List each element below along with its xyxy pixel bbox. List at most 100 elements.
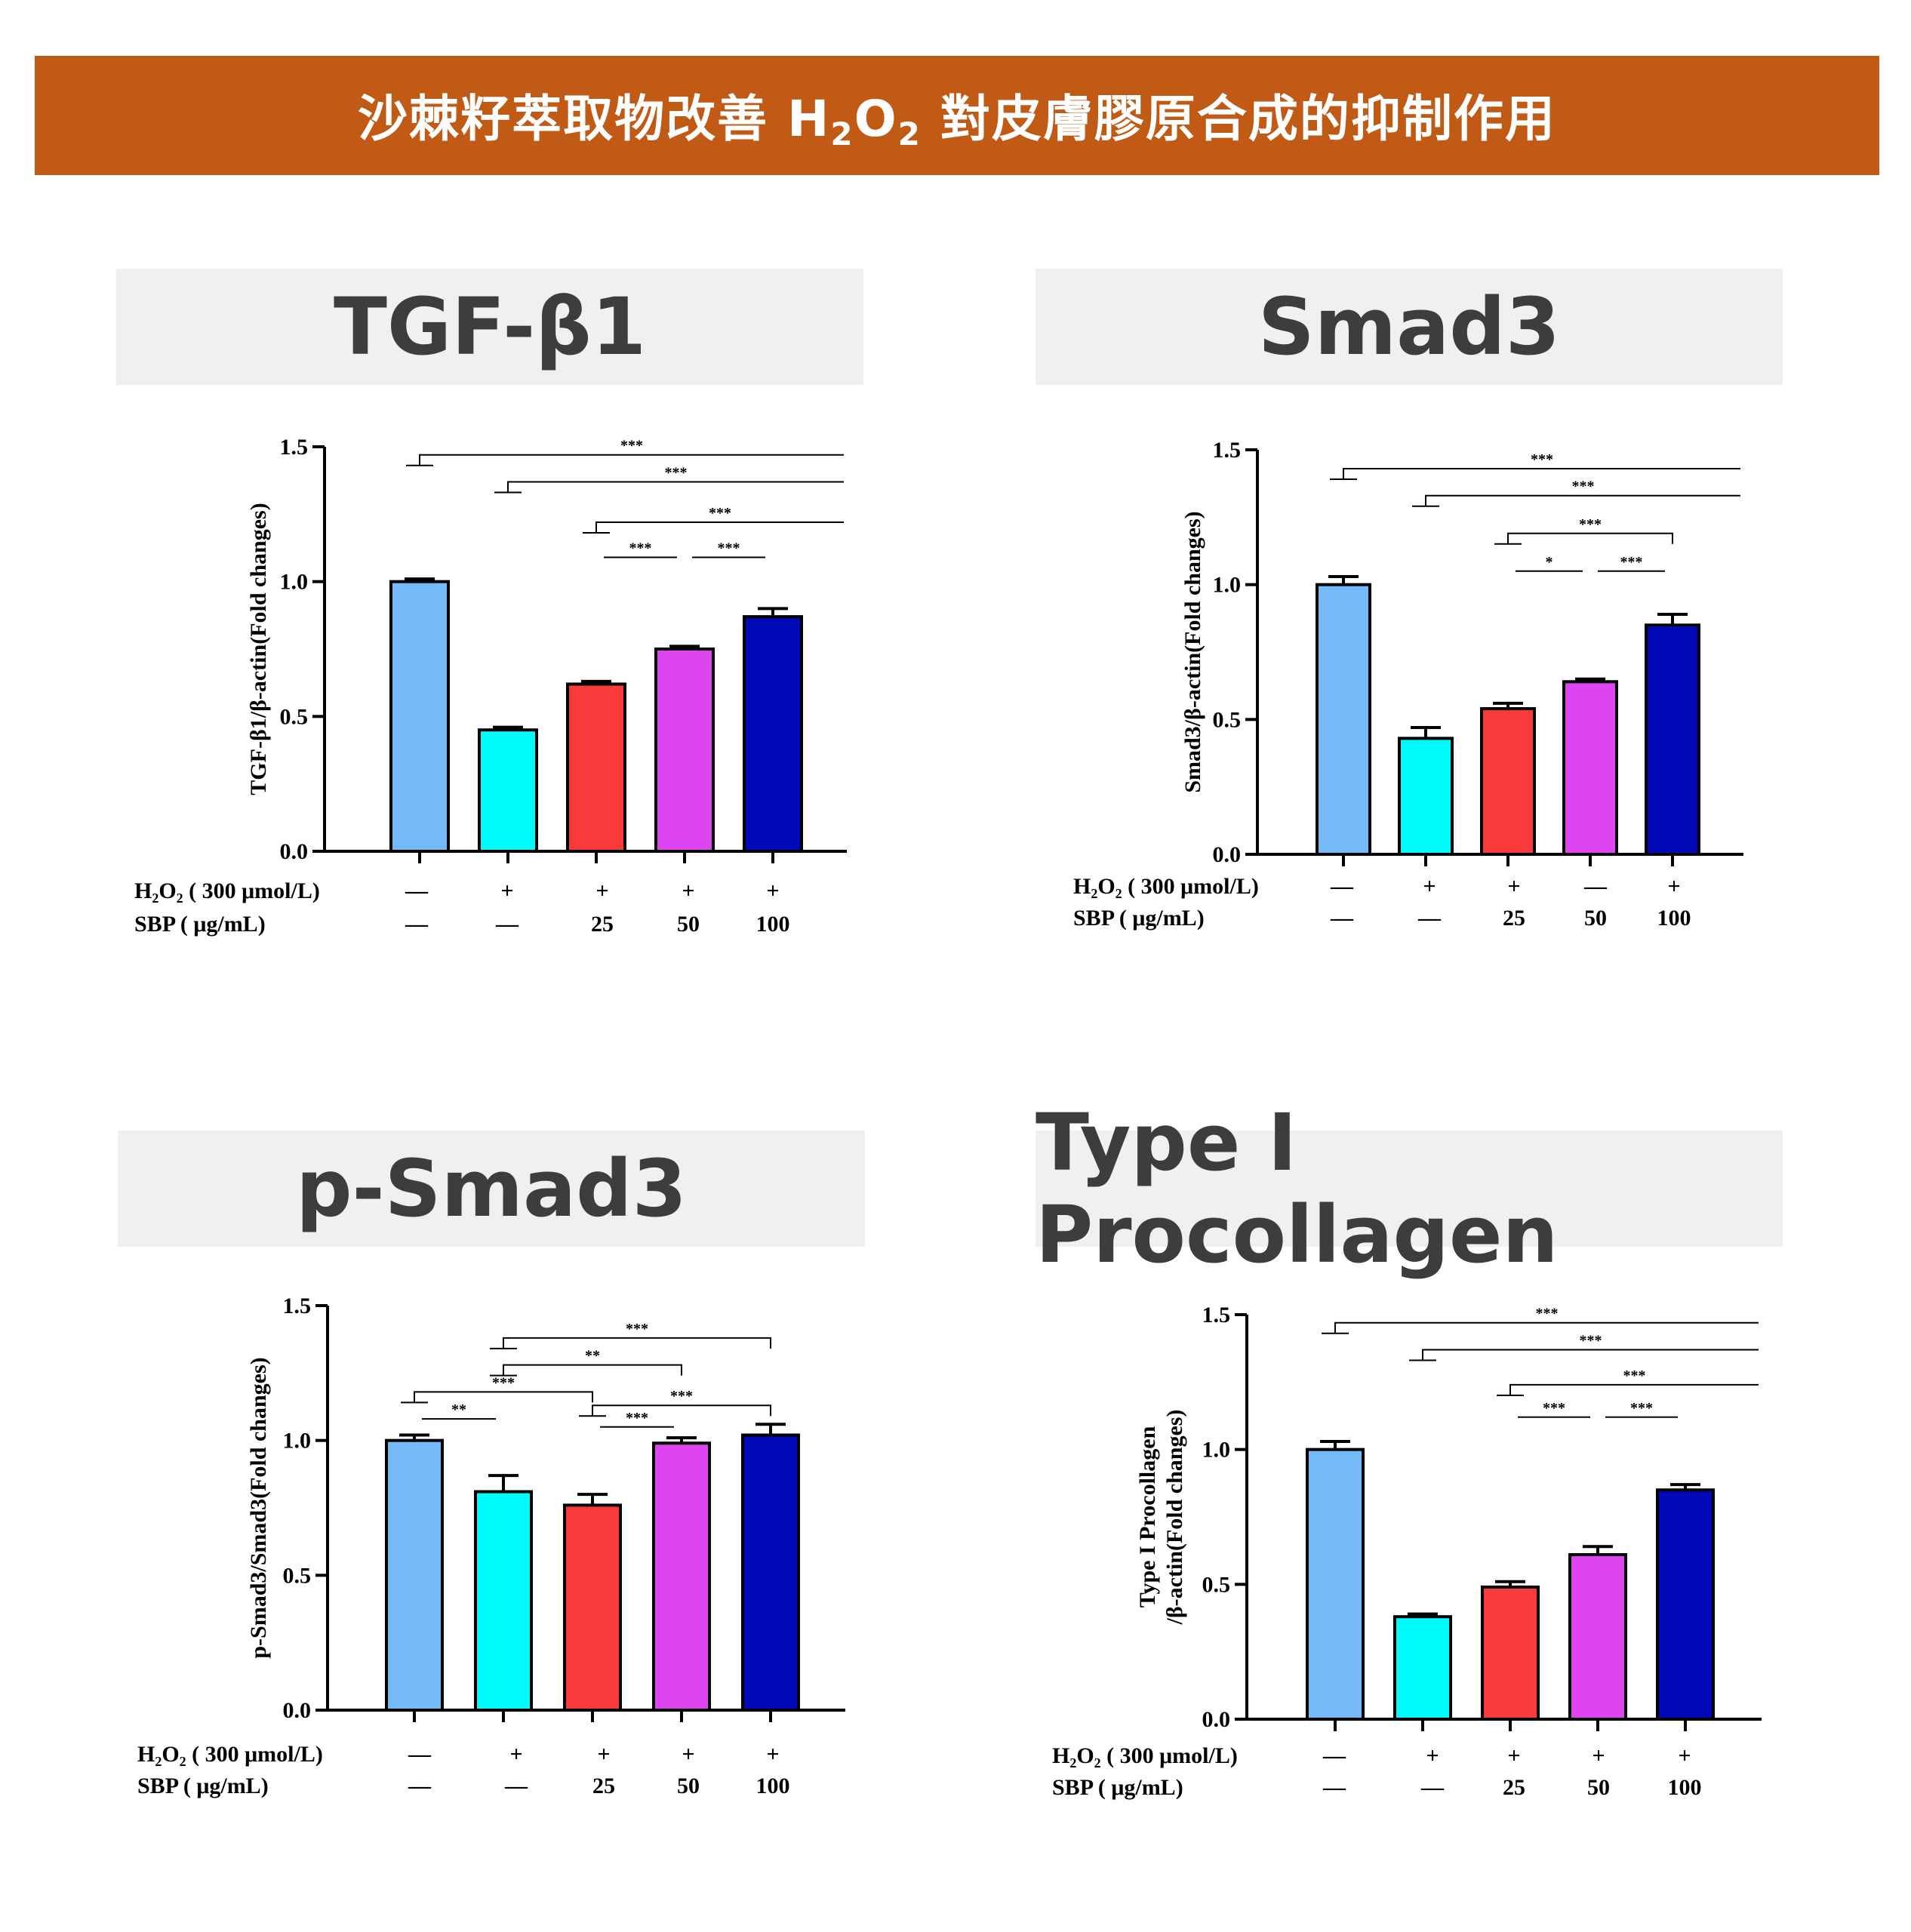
row-value-h2o2: + (1507, 1743, 1520, 1768)
row-value-sbp: — (1420, 1775, 1445, 1800)
chart-2: 0.0 0.5 1.0 1.5 p-Smad3/Smad3(Fold changes) *… (137, 1294, 845, 1798)
row-label-h2o2: H₂O₂ ( 300 μmol/L) (137, 1742, 323, 1767)
row-label-sbp: SBP ( μg/mL) (134, 912, 266, 937)
header-title: 沙棘籽萃取物改善 H2O2 對皮膚膠原合成的抑制作用 (358, 90, 1556, 152)
row-value-h2o2: + (1678, 1743, 1691, 1768)
y-tick-label: 1.0 (283, 1429, 312, 1454)
significance-label: *** (709, 505, 731, 521)
bar (741, 1433, 800, 1712)
row-value-sbp: — (495, 912, 519, 937)
row-value-h2o2: + (682, 1742, 694, 1767)
bar (652, 1441, 711, 1712)
row-value-sbp: — (408, 1774, 432, 1798)
bar (743, 615, 803, 853)
y-tick-label: 1.5 (283, 1294, 312, 1318)
significance-bracket (1509, 1383, 1759, 1395)
row-value-sbp: — (1417, 906, 1442, 931)
significance-label: ** (585, 1348, 600, 1364)
row-value-h2o2: + (1667, 874, 1680, 899)
row-label-sbp: SBP ( μg/mL) (137, 1774, 269, 1798)
significance-bracket (503, 1364, 682, 1376)
significance-label: *** (1579, 516, 1602, 533)
significance-bracket (507, 481, 844, 493)
significance-label: *** (1531, 451, 1553, 468)
bar (1393, 1615, 1452, 1721)
significance-bracket (1334, 1321, 1759, 1334)
row-value-h2o2: + (1426, 1743, 1439, 1768)
row-label-sbp: SBP ( μg/mL) (1073, 906, 1205, 931)
row-value-sbp: 25 (1503, 906, 1525, 931)
row-label-sbp: SBP ( μg/mL) (1052, 1775, 1183, 1800)
bar (385, 1438, 444, 1712)
row-value-sbp: — (1322, 1775, 1346, 1800)
y-axis-label: Type I Procollagen (1135, 1426, 1160, 1607)
row-value-sbp: 50 (677, 912, 700, 937)
significance-bracket (1425, 494, 1740, 506)
significance-label: *** (1543, 1400, 1565, 1417)
header-banner: 沙棘籽萃取物改善 H2O2 對皮膚膠原合成的抑制作用 (35, 56, 1879, 175)
y-tick-label: 1.5 (280, 435, 309, 460)
significance-label: ** (451, 1401, 466, 1418)
chart-0: 0.0 0.5 1.0 1.5 TGF-β1/β-actin(Fold changes)… (134, 435, 847, 937)
row-value-sbp: — (504, 1774, 528, 1798)
significance-label: *** (626, 1321, 648, 1337)
significance-label: *** (1572, 478, 1595, 495)
significance-label: *** (1536, 1306, 1559, 1322)
row-value-h2o2: + (1507, 874, 1520, 899)
significance-label: *** (629, 540, 652, 557)
significance-bracket (414, 1391, 593, 1403)
significance-bracket (592, 1404, 771, 1417)
y-tick-label: 1.0 (1213, 573, 1242, 598)
bar (1316, 583, 1371, 857)
y-axis-label-line2: /β-actin(Fold changes) (1162, 1410, 1187, 1626)
y-tick-label: 0.0 (280, 839, 309, 864)
chart-1: 0.0 0.5 1.0 1.5 Smad3/β-actin(Fold changes) *… (1073, 438, 1743, 931)
bar (1481, 1585, 1540, 1721)
y-axis-label: p-Smad3/Smad3(Fold changes) (246, 1357, 271, 1658)
bar (1398, 737, 1454, 857)
row-value-h2o2: + (1592, 1743, 1605, 1768)
bar (654, 648, 715, 853)
row-value-sbp: 25 (591, 912, 614, 937)
row-label-h2o2: H₂O₂ ( 300 μmol/L) (1073, 874, 1259, 899)
bar (1480, 707, 1536, 856)
row-value-sbp: 100 (1657, 906, 1691, 931)
panel-title-p-smad3: p-Smad3 (118, 1131, 865, 1247)
bar (1306, 1447, 1365, 1721)
row-value-h2o2: + (682, 878, 694, 903)
bar (1645, 623, 1700, 856)
significance-label: * (1546, 554, 1553, 571)
row-value-sbp: 25 (592, 1774, 615, 1798)
significance-label: *** (626, 1410, 648, 1426)
row-value-h2o2: — (1583, 874, 1608, 899)
significance-label: *** (1623, 1367, 1646, 1384)
row-value-sbp: 100 (756, 1774, 790, 1798)
significance-label: *** (1620, 554, 1643, 571)
y-axis-label: Smad3/β-actin(Fold changes) (1180, 511, 1205, 792)
y-tick-label: 1.0 (1202, 1438, 1231, 1463)
row-value-h2o2: + (509, 1742, 522, 1767)
row-value-sbp: 50 (1584, 906, 1607, 931)
y-tick-label: 0.5 (280, 704, 309, 729)
row-value-h2o2: + (500, 878, 513, 903)
y-tick-label: 0.5 (283, 1563, 312, 1588)
significance-label: *** (1630, 1400, 1653, 1417)
significance-label: *** (665, 464, 688, 481)
bar (563, 1503, 622, 1712)
bar (1562, 680, 1618, 856)
significance-label: *** (620, 438, 643, 454)
panel-title-tgf-beta1: TGF-β1 (116, 269, 863, 385)
significance-bracket (595, 521, 844, 534)
significance-label: *** (718, 540, 740, 557)
row-value-h2o2: + (595, 878, 608, 903)
row-value-h2o2: — (408, 1742, 432, 1767)
row-value-h2o2: + (597, 1742, 610, 1767)
row-value-h2o2: + (766, 1742, 779, 1767)
y-tick-label: 1.5 (1213, 438, 1242, 463)
panel-title-smad3: Smad3 (1036, 269, 1783, 385)
significance-label: *** (1580, 1332, 1602, 1349)
row-value-h2o2: — (1330, 874, 1354, 899)
bar (389, 580, 450, 854)
row-value-h2o2: — (405, 878, 429, 903)
row-value-sbp: 50 (1587, 1775, 1610, 1800)
